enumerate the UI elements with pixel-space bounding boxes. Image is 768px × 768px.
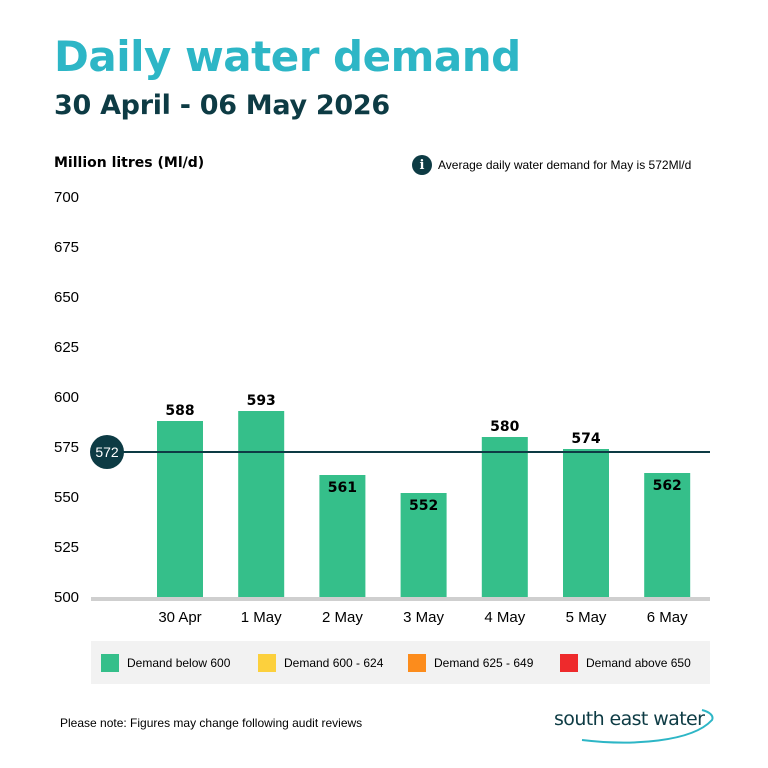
legend-label: Demand 625 - 649: [434, 655, 534, 670]
bar-5-may: [563, 449, 609, 597]
bar-4-may: [481, 437, 528, 597]
x-tick-label: 3 May: [403, 609, 444, 626]
legend-item-below-600: Demand below 600: [101, 653, 231, 672]
data-label: 574: [571, 431, 600, 447]
x-tick-label: 4 May: [484, 609, 525, 626]
x-tick-label: 1 May: [241, 609, 282, 626]
legend: Demand below 600 Demand 600 - 624 Demand…: [91, 641, 710, 684]
bar-30-apr: [157, 421, 203, 597]
bar-1-may: [238, 411, 285, 597]
average-reference-label: 572: [95, 444, 119, 460]
x-tick-label: 5 May: [566, 609, 607, 626]
y-tick-label: 700: [54, 189, 79, 206]
chart-subtitle: 30 April - 06 May 2026: [54, 90, 390, 121]
legend-item-above-650: Demand above 650: [560, 653, 691, 672]
chart-title: Daily water demand: [54, 32, 521, 81]
data-label: 593: [247, 393, 276, 409]
bar-6-may: [644, 473, 691, 597]
legend-label: Demand below 600: [127, 655, 231, 670]
y-tick-label: 600: [54, 389, 79, 406]
x-tick-label: 30 Apr: [158, 609, 201, 626]
average-note-text: Average daily water demand for May is 57…: [438, 158, 692, 172]
legend-swatch: [560, 653, 578, 672]
logo-text: south east water: [554, 708, 705, 730]
x-tick-label: 6 May: [647, 609, 688, 626]
legend-label: Demand above 650: [586, 655, 691, 670]
y-tick-label: 625: [54, 339, 79, 356]
data-label: 562: [653, 478, 682, 494]
data-label: 561: [328, 480, 357, 496]
legend-swatch: [408, 653, 426, 672]
y-tick-label: 650: [54, 289, 79, 306]
average-note: i Average daily water demand for May is …: [412, 155, 691, 175]
bar-chart: 700 675 650 625 600 575 550 525 500 588 30 Apr 593 1…: [54, 189, 710, 626]
y-axis-label: Million litres (Ml/d): [54, 155, 205, 171]
footer-note: Please note: Figures may change followin…: [60, 716, 363, 730]
y-tick-label: 500: [54, 589, 79, 606]
x-tick-label: 2 May: [322, 609, 363, 626]
data-label: 580: [490, 419, 519, 435]
legend-item-625-649: Demand 625 - 649: [408, 653, 534, 672]
y-tick-label: 525: [54, 539, 79, 556]
y-tick-label: 675: [54, 239, 79, 256]
legend-item-600-624: Demand 600 - 624: [258, 653, 384, 672]
legend-swatch: [101, 653, 119, 672]
south-east-water-logo: south east water: [552, 702, 717, 744]
data-label: 588: [165, 403, 194, 419]
average-reference-badge: [90, 435, 124, 469]
data-label: 552: [409, 498, 438, 514]
bar-2-may: [319, 475, 366, 597]
bar-3-may: [400, 493, 447, 597]
y-tick-label: 550: [54, 489, 79, 506]
legend-label: Demand 600 - 624: [284, 655, 384, 670]
logo-swoosh-icon: [581, 709, 714, 744]
y-tick-label: 575: [54, 439, 79, 456]
legend-swatch: [258, 653, 276, 672]
info-icon: i: [412, 155, 432, 175]
